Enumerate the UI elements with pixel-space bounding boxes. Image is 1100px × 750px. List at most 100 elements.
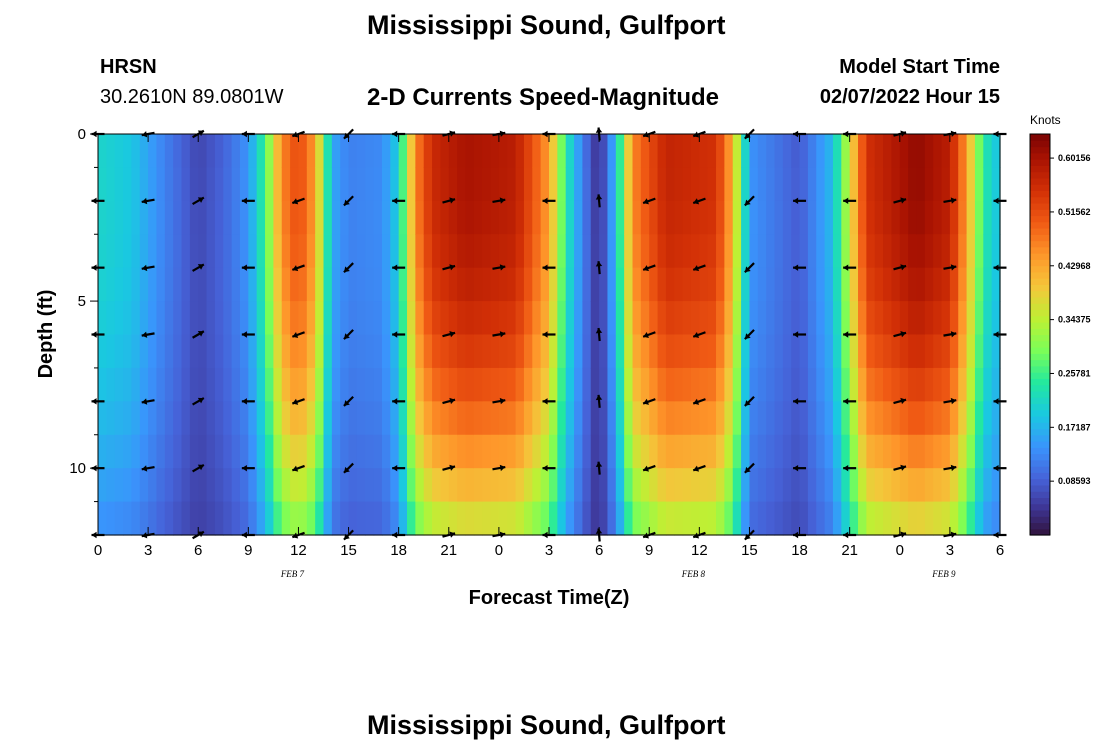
heatmap-cell: [883, 468, 893, 503]
heatmap-cell: [841, 200, 851, 235]
colorbar-segment: [1030, 177, 1050, 185]
heatmap-cell: [858, 367, 867, 402]
heatmap-cell: [507, 434, 517, 469]
heatmap-cell: [807, 468, 817, 503]
heatmap-cell: [549, 234, 558, 269]
heatmap-cell: [131, 334, 141, 369]
current-vector: [492, 264, 506, 271]
heatmap-cell: [231, 367, 241, 402]
heatmap-cell: [549, 301, 558, 336]
heatmap-cell: [373, 301, 383, 336]
heatmap-cell: [298, 234, 308, 269]
heatmap-cell: [991, 234, 1001, 269]
heatmap-cell: [866, 367, 876, 402]
heatmap-cell: [123, 501, 133, 536]
heatmap-cell: [331, 134, 341, 169]
heatmap-cell: [958, 200, 968, 235]
heatmap-cell: [799, 501, 809, 536]
heatmap-cell: [440, 367, 450, 402]
colorbar-segment: [1030, 221, 1050, 229]
heatmap-cell: [749, 367, 759, 402]
heatmap-cell: [356, 134, 366, 169]
heatmap-cell: [515, 468, 525, 503]
heatmap-cell: [866, 267, 876, 302]
heatmap-cell: [540, 134, 550, 169]
heatmap-cell: [966, 367, 976, 402]
heatmap-cell: [908, 301, 918, 336]
heatmap-cell: [365, 401, 375, 436]
heatmap-cell: [782, 234, 792, 269]
heatmap-cell: [732, 301, 742, 336]
heatmap-cell: [315, 167, 325, 202]
heatmap-cell: [156, 501, 166, 536]
x-tick-label: 6: [595, 542, 603, 559]
heatmap-cell: [365, 267, 375, 302]
heatmap-cell: [624, 367, 634, 402]
heatmap-cell: [415, 301, 425, 336]
heatmap-cell: [640, 234, 650, 269]
heatmap-cell: [874, 401, 884, 436]
heatmap-cell: [265, 134, 274, 169]
heatmap-cell: [799, 367, 809, 402]
heatmap-cell: [549, 134, 558, 169]
heatmap-cell: [891, 167, 901, 202]
heatmap-cell: [482, 501, 492, 536]
heatmap-cell: [624, 200, 634, 235]
heatmap-cell: [465, 167, 475, 202]
heatmap-cell: [958, 367, 968, 402]
heatmap-cell: [565, 134, 575, 169]
current-vector: [943, 197, 957, 204]
heatmap-cell: [682, 501, 692, 536]
heatmap-cell: [699, 167, 709, 202]
heatmap-cell: [557, 267, 567, 302]
heatmap-cell: [933, 134, 943, 169]
heatmap-cell: [657, 468, 667, 503]
heatmap-cell: [749, 167, 759, 202]
heatmap-cell: [398, 468, 408, 503]
heatmap-cell: [290, 501, 300, 536]
heatmap-cell: [799, 234, 809, 269]
heatmap-cell: [515, 301, 525, 336]
heatmap-cell: [239, 367, 249, 402]
heatmap-cell: [214, 200, 224, 235]
heatmap-cell: [231, 401, 241, 436]
heatmap-cell: [757, 401, 767, 436]
colorbar-segment: [1030, 334, 1050, 342]
heatmap-cell: [540, 301, 550, 336]
heatmap-cell: [983, 267, 993, 302]
heatmap-cell: [599, 501, 609, 536]
heatmap-cell: [273, 434, 283, 469]
heatmap-cell: [891, 301, 901, 336]
heatmap-cell: [941, 334, 951, 369]
station-coordinates: 30.2610N 89.0801W: [100, 86, 284, 108]
heatmap-cell: [690, 134, 700, 169]
heatmap-cell: [256, 434, 266, 469]
heatmap-cell: [340, 301, 350, 336]
heatmap-cell: [966, 200, 976, 235]
heatmap-cell: [699, 200, 709, 235]
heatmap-cell: [582, 401, 592, 436]
heatmap-cell: [532, 167, 542, 202]
heatmap-cell: [749, 301, 759, 336]
heatmap-cell: [348, 334, 358, 369]
heatmap-cell: [741, 367, 751, 402]
heatmap-cell: [390, 501, 400, 536]
current-vector: [793, 331, 807, 338]
heatmap-cell: [448, 301, 458, 336]
heatmap-cell: [365, 234, 375, 269]
heatmap-cell: [891, 434, 901, 469]
heatmap-cell: [924, 301, 934, 336]
current-vector: [843, 331, 857, 338]
heatmap-cell: [482, 167, 492, 202]
heatmap-cell: [582, 134, 592, 169]
heatmap-cell: [440, 167, 450, 202]
heatmap-cell: [540, 401, 550, 436]
heatmap-cell: [782, 434, 792, 469]
current-vector: [542, 197, 556, 205]
heatmap-cell: [423, 301, 433, 336]
heatmap-cell: [607, 267, 617, 302]
current-vector: [893, 464, 907, 471]
heatmap-cell: [365, 334, 375, 369]
heatmap-cell: [440, 200, 450, 235]
heatmap-cell: [774, 167, 784, 202]
